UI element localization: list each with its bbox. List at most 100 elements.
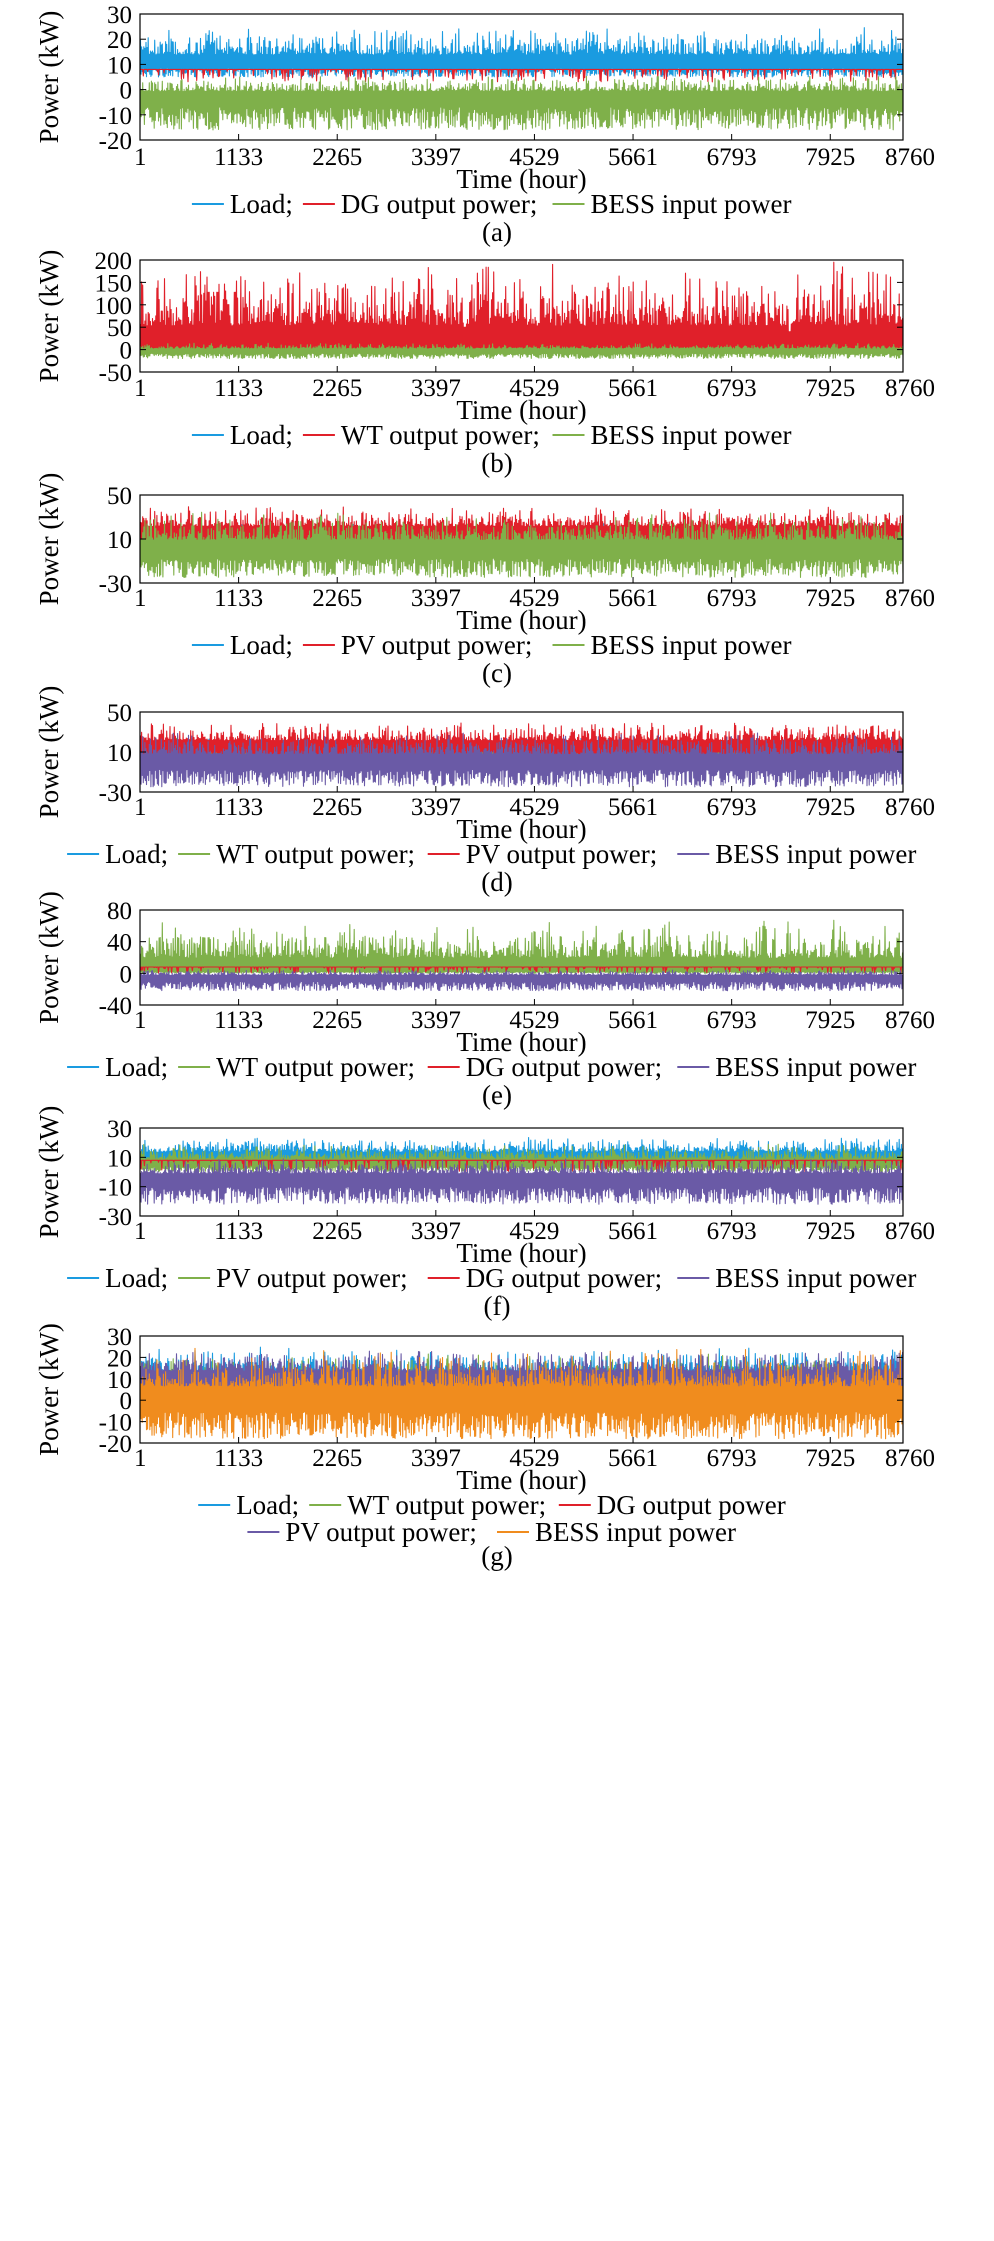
series-line-pv-output-power [140,1349,903,1401]
legend-label: DG output power; [466,1263,662,1293]
legend-label: PV output power; [341,630,533,660]
plot-area [140,1346,903,1440]
x-tick-label: 4529 [509,1007,559,1034]
plot-area [140,919,903,992]
y-tick-label: -40 [99,993,132,1020]
series-line-dg-output-power [140,68,903,83]
x-tick-label: 8760 [885,794,935,821]
y-tick-label: 10 [107,1145,132,1172]
y-axis-label: Power (kW) [34,1106,64,1239]
x-axis-label: Time (hour) [456,395,586,425]
x-tick-label: 2265 [312,375,362,402]
y-tick-label: 50 [107,315,132,342]
x-tick-label: 3397 [411,1445,461,1472]
x-tick-label: 5661 [608,585,658,612]
y-tick-label: -10 [99,103,132,130]
series-line-wt-output-power [140,261,903,351]
x-tick-label: 6793 [707,585,757,612]
x-tick-label: 5661 [608,1007,658,1034]
legend-label: BESS input power [591,420,792,450]
x-tick-label: 7925 [805,1218,855,1245]
legend: Load; WT output power; PV output power; BES… [67,839,916,869]
x-tick-label: 6793 [707,1445,757,1472]
x-tick-label: 8760 [885,585,935,612]
legend-label: BESS input power [715,1263,916,1293]
x-tick-label: 4529 [509,1218,559,1245]
x-tick-label: 3397 [411,794,461,821]
x-tick-label: 3397 [411,144,461,171]
x-tick-label: 3397 [411,375,461,402]
y-tick-label: 50 [107,483,132,510]
x-tick-label: 6793 [707,794,757,821]
x-tick-label: 4529 [509,144,559,171]
x-tick-label: 6793 [707,375,757,402]
y-tick-label: -10 [99,1410,132,1437]
x-axis-label: Time (hour) [456,1465,586,1495]
legend-label: WT output power; [341,420,540,450]
y-tick-label: 30 [107,1116,132,1143]
legend-label: BESS input power [715,1052,916,1082]
x-tick-label: 2265 [312,1445,362,1472]
x-tick-label: 6793 [707,1218,757,1245]
x-tick-label: 6793 [707,144,757,171]
axes-frame [139,1127,904,1217]
x-tick-label: 2265 [312,1007,362,1034]
x-tick-label: 8760 [885,1445,935,1472]
series-line-load [140,27,903,78]
x-tick-label: 1 [134,794,147,821]
x-tick-label: 1 [134,144,147,171]
plot-area [140,722,903,788]
y-tick-label: 10 [107,527,132,554]
x-axis-label: Time (hour) [456,164,586,194]
x-axis-label: Time (hour) [456,1027,586,1057]
axes-frame [139,1335,904,1444]
legend-label: Load; [105,1052,168,1082]
x-tick-label: 2265 [312,794,362,821]
series-line-dg-output-power [140,1159,903,1173]
y-tick-label: -20 [99,128,132,155]
plot-area [140,506,903,579]
y-axis-label: Power (kW) [34,891,64,1024]
legend: Load; PV output power; BESS input power [191,630,792,660]
x-tick-label: 2265 [312,585,362,612]
x-tick-label: 5661 [608,794,658,821]
x-axis-label: Time (hour) [456,814,586,844]
x-tick-label: 1133 [214,585,263,612]
legend-label: Load; [105,1263,168,1293]
panel-letter: (a) [482,217,512,247]
x-tick-label: 1133 [214,1218,263,1245]
legend-label: DG output power; [466,1052,662,1082]
y-tick-label: 30 [107,1324,132,1351]
x-tick-label: 7925 [805,144,855,171]
x-tick-label: 8760 [885,144,935,171]
panel-letter: (e) [482,1080,512,1110]
x-tick-label: 4529 [509,1445,559,1472]
y-tick-label: 80 [107,898,132,925]
x-tick-label: 7925 [805,585,855,612]
legend: Load; WT output power; DG output power; BES… [67,1052,916,1082]
x-tick-label: 5661 [608,1445,658,1472]
y-axis-label: Power (kW) [34,686,64,819]
series-line-pv-output-power [140,506,903,551]
legend-label: DG output power; [341,189,537,219]
series-line-bess-input-power [140,732,903,788]
x-tick-label: 7925 [805,794,855,821]
y-tick-label: -20 [99,1431,132,1458]
y-tick-label: 0 [120,338,133,365]
chart-panel-2: 50 10 -301 1133 2265 3397 4529 5661 6793 7925 8760… [34,473,935,688]
series-line-bess-input-power [140,342,903,360]
x-tick-label: 4529 [509,794,559,821]
x-tick-label: 3397 [411,1218,461,1245]
legend-label: BESS input power [591,189,792,219]
legend-label: Load; [230,420,293,450]
legend-label: DG output power [597,1490,786,1520]
x-tick-label: 7925 [805,375,855,402]
y-tick-label: 10 [107,740,132,767]
y-tick-label: -10 [99,1175,132,1202]
legend-label: BESS input power [591,630,792,660]
x-tick-label: 7925 [805,1445,855,1472]
x-tick-label: 8760 [885,1007,935,1034]
